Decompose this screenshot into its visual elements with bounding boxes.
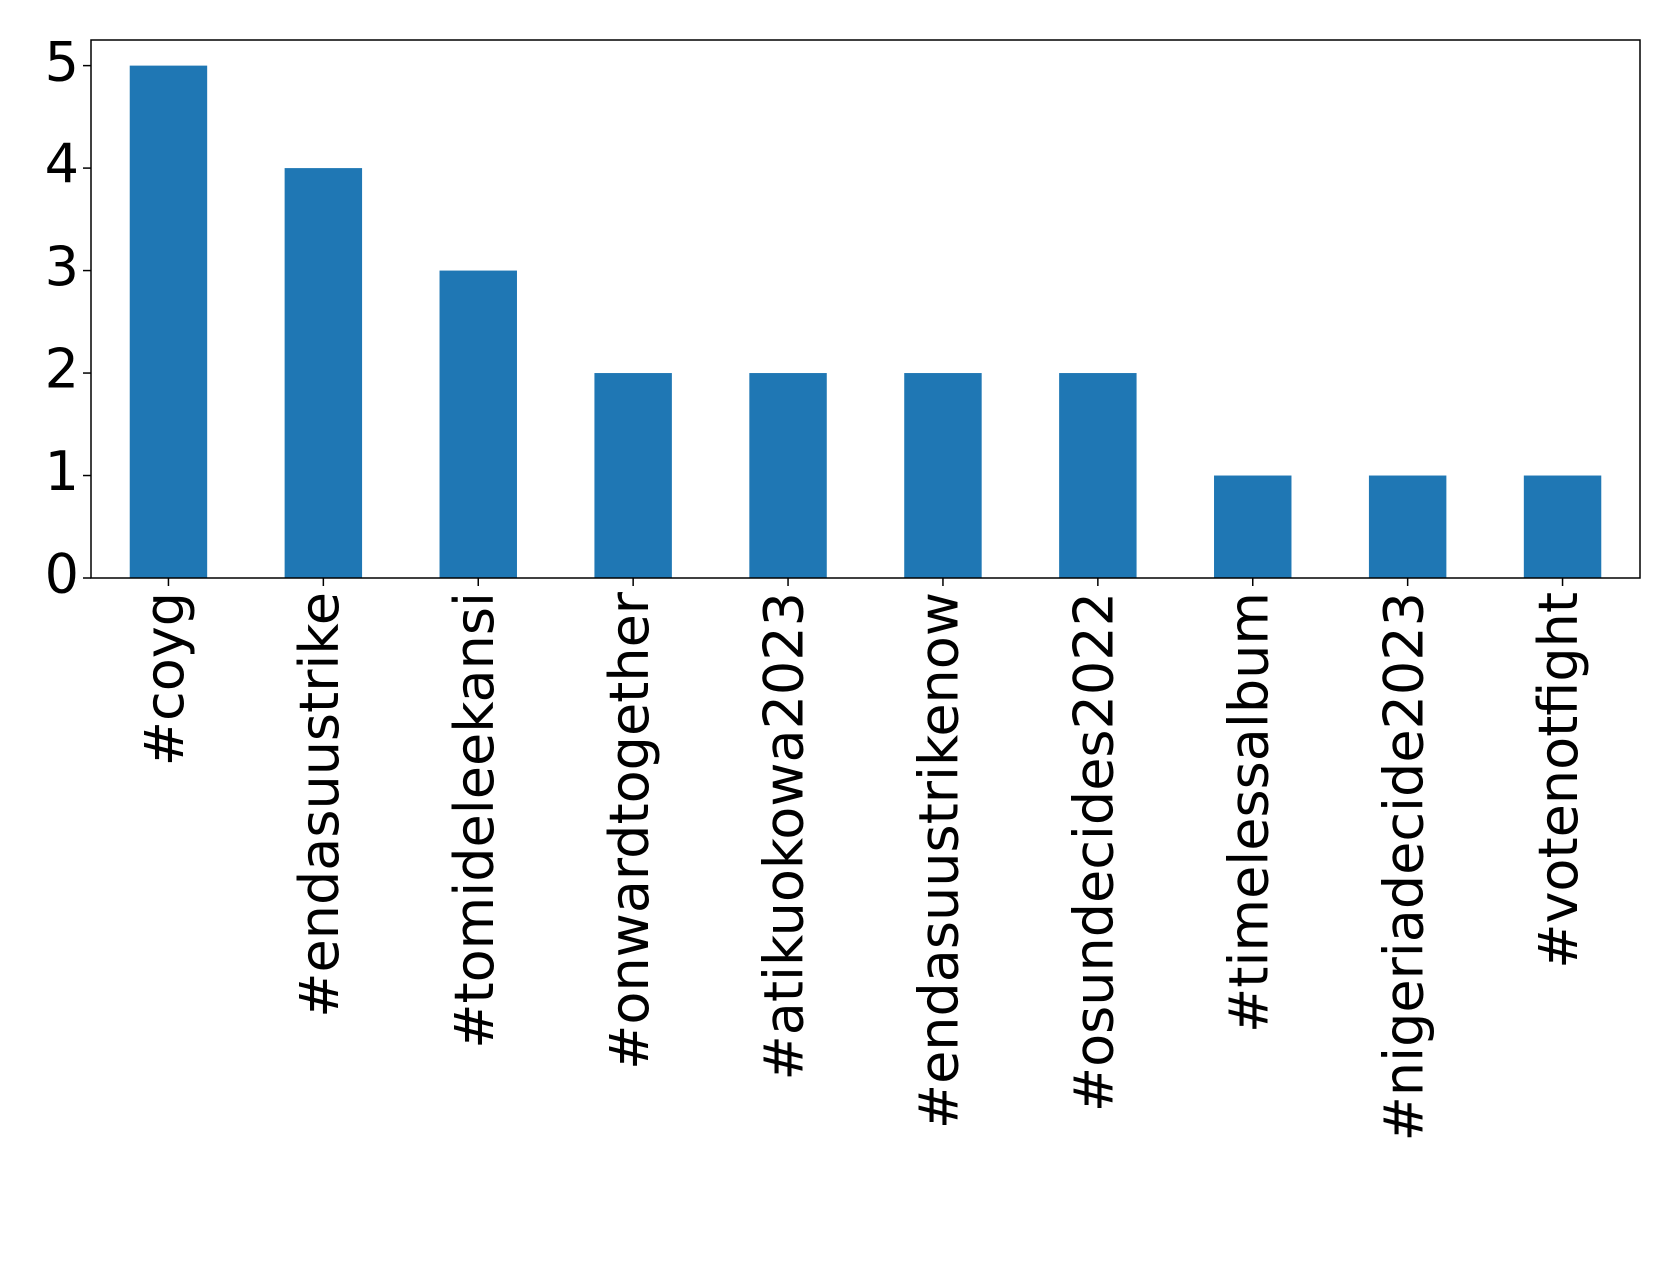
bar <box>904 373 982 578</box>
y-tick-label: 0 <box>45 543 79 606</box>
bar <box>1214 475 1292 578</box>
x-tick-label: #onwardtogether <box>598 591 661 1070</box>
bar <box>284 168 363 578</box>
x-tick-label: #tomideleekansi <box>443 592 506 1049</box>
plot-frame <box>90 39 1641 579</box>
x-tick-label: #nigeriadecide2023 <box>1372 592 1435 1141</box>
x-tick-label: #endasuustrike <box>288 592 351 1018</box>
bar <box>439 270 517 578</box>
bar <box>1059 373 1137 578</box>
y-tick-label: 3 <box>45 235 79 298</box>
y-tick-label: 1 <box>45 440 79 503</box>
bar <box>749 373 827 578</box>
y-tick-label: 2 <box>45 338 79 401</box>
bar <box>129 65 208 579</box>
y-tick-label: 5 <box>45 30 79 93</box>
x-tick-label: #osundecides2022 <box>1062 592 1125 1112</box>
y-tick-label: 4 <box>45 133 79 196</box>
x-tick-label: #timelessalbum <box>1217 592 1280 1033</box>
bar <box>1368 475 1447 578</box>
x-tick-label: #votenotfight <box>1527 592 1590 969</box>
bar <box>594 373 672 578</box>
bar <box>1523 475 1602 578</box>
x-tick-label: #endasuustrikenow <box>908 592 971 1129</box>
x-tick-label: #atikuokowa2023 <box>753 592 816 1080</box>
x-tick-label: #coyg <box>133 592 196 766</box>
